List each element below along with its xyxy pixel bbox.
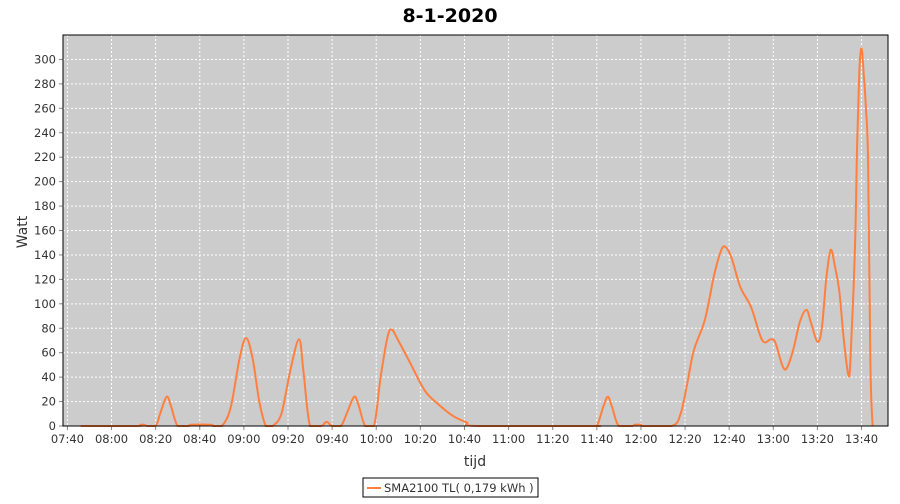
y-tick-label: 140 <box>34 248 56 262</box>
x-tick-label: 07:40 <box>51 432 84 446</box>
x-tick-label: 10:20 <box>404 432 437 446</box>
y-tick-label: 280 <box>34 77 56 91</box>
x-tick-label: 08:40 <box>183 432 216 446</box>
x-tick-label: 11:20 <box>536 432 569 446</box>
x-tick-label: 12:20 <box>668 432 701 446</box>
y-tick-label: 0 <box>49 419 56 433</box>
y-axis-label: Watt <box>15 215 31 248</box>
plot-frame <box>62 34 889 427</box>
x-tick-label: 11:40 <box>580 432 613 446</box>
x-tick-label: 10:00 <box>360 432 393 446</box>
x-tick-label: 13:20 <box>801 432 834 446</box>
x-axis: 07:40 08:00 08:20 08:40 09:00 09:20 09:40 10:00… <box>51 426 878 446</box>
y-tick-label: 60 <box>41 346 56 360</box>
legend: SMA2100 TL( 0,179 kWh ) <box>362 477 539 498</box>
y-tick-label: 260 <box>34 101 56 115</box>
x-tick-label: 08:20 <box>139 432 172 446</box>
legend-label: SMA2100 TL( 0,179 kWh ) <box>384 481 534 495</box>
y-tick-label: 240 <box>34 126 56 140</box>
x-tick-label: 09:40 <box>316 432 349 446</box>
y-tick-label: 220 <box>34 150 56 164</box>
x-axis-label: tijd <box>464 454 486 470</box>
chart-title: 8-1-2020 <box>402 5 497 27</box>
y-tick-label: 40 <box>41 370 56 384</box>
y-tick-label: 200 <box>34 175 56 189</box>
y-tick-label: 300 <box>34 52 56 66</box>
gridlines <box>63 35 888 426</box>
x-tick-label: 13:00 <box>757 432 790 446</box>
y-tick-label: 180 <box>34 199 56 213</box>
y-tick-label: 80 <box>41 321 56 335</box>
x-tick-label: 12:40 <box>713 432 746 446</box>
y-tick-label: 120 <box>34 272 56 286</box>
y-tick-label: 100 <box>34 297 56 311</box>
x-tick-label: 09:00 <box>227 432 260 446</box>
x-tick-label: 12:00 <box>624 432 657 446</box>
x-tick-label: 09:20 <box>271 432 304 446</box>
x-tick-label: 11:00 <box>492 432 525 446</box>
x-tick-label: 08:00 <box>95 432 128 446</box>
y-tick-label: 160 <box>34 224 56 238</box>
x-tick-label: 10:40 <box>448 432 481 446</box>
y-tick-label: 20 <box>41 395 56 409</box>
x-tick-label: 13:40 <box>845 432 878 446</box>
y-axis: 0 20 40 60 80 100 120 140 160 180 200 220 240 260 280 3… <box>34 52 63 433</box>
